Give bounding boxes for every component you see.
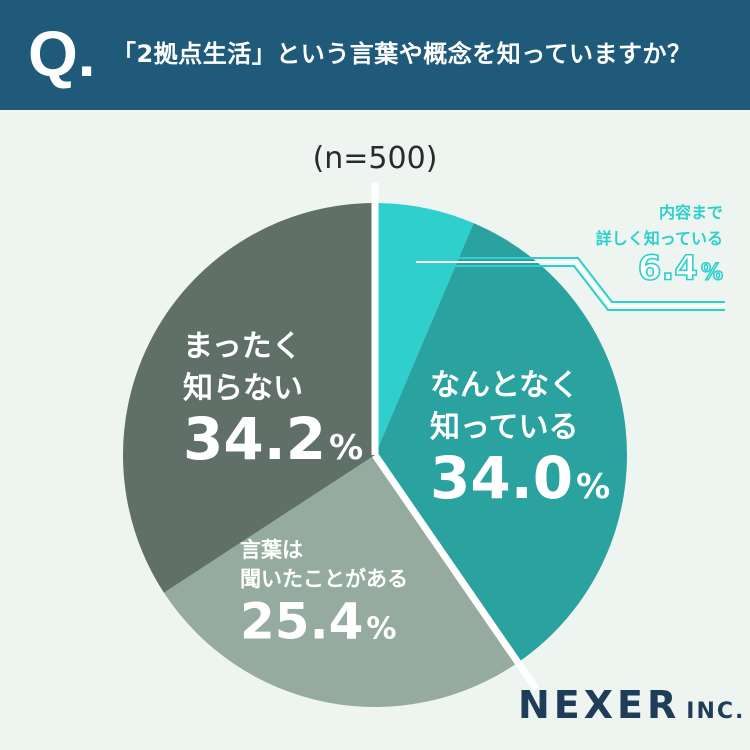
separator-line-lower xyxy=(372,453,539,691)
slice-0-category-line-1: 詳しく知っている xyxy=(596,229,723,248)
slice-2-category-line-0: 言葉は xyxy=(240,538,303,562)
question-text: 「2拠点生活」という言葉や概念を知っていますか？ xyxy=(112,40,692,68)
slice-0-category-line-0: 内容まで xyxy=(659,203,723,222)
pie-slice-2 xyxy=(163,455,518,708)
sample-size-label: (n=500) xyxy=(313,141,438,176)
callout-line-inner xyxy=(416,261,725,307)
logo-main: NEXER xyxy=(518,683,681,727)
callout-line-outer-2 xyxy=(416,265,725,311)
callout-leader xyxy=(416,257,725,311)
slice-1-value: 34.0% xyxy=(430,444,610,512)
slice-1-category-line-1: 知っている xyxy=(430,410,579,445)
slice-3-value: 34.2% xyxy=(183,405,363,473)
slice-0-value: 6.4% xyxy=(638,249,723,289)
slice-2-value-number: 25.4 xyxy=(240,593,363,651)
pie-slice-3 xyxy=(122,203,375,593)
slice-3-category-line-0: まったく xyxy=(183,329,302,364)
logo-suffix: INC. xyxy=(686,699,746,724)
slice-3-value-unit: % xyxy=(329,428,363,468)
slice-3-value-number: 34.2 xyxy=(183,405,326,473)
nexer-logo: NEXER INC. xyxy=(518,683,745,727)
callout-line-outer xyxy=(416,257,725,303)
slice-1-category-line-0: なんとなく xyxy=(430,368,579,403)
pie-slice-1 xyxy=(375,223,628,663)
slice-1-value-unit: % xyxy=(576,467,610,507)
pie-slices xyxy=(122,183,628,708)
slice-2-value: 25.4% xyxy=(240,593,396,651)
slice-2-category-line-1: 聞いたことがある xyxy=(240,567,408,591)
slice-0-value-number: 6.4 xyxy=(638,249,698,289)
slice-1-value-number: 34.0 xyxy=(430,444,573,512)
q-mark: Q. xyxy=(28,18,96,90)
slice-3-category-line-1: 知らない xyxy=(183,371,303,406)
slice-0-value-unit: % xyxy=(701,261,723,286)
slice-2-value-unit: % xyxy=(366,612,396,647)
question-header: Q. 「2拠点生活」という言葉や概念を知っていますか？ xyxy=(0,0,750,110)
